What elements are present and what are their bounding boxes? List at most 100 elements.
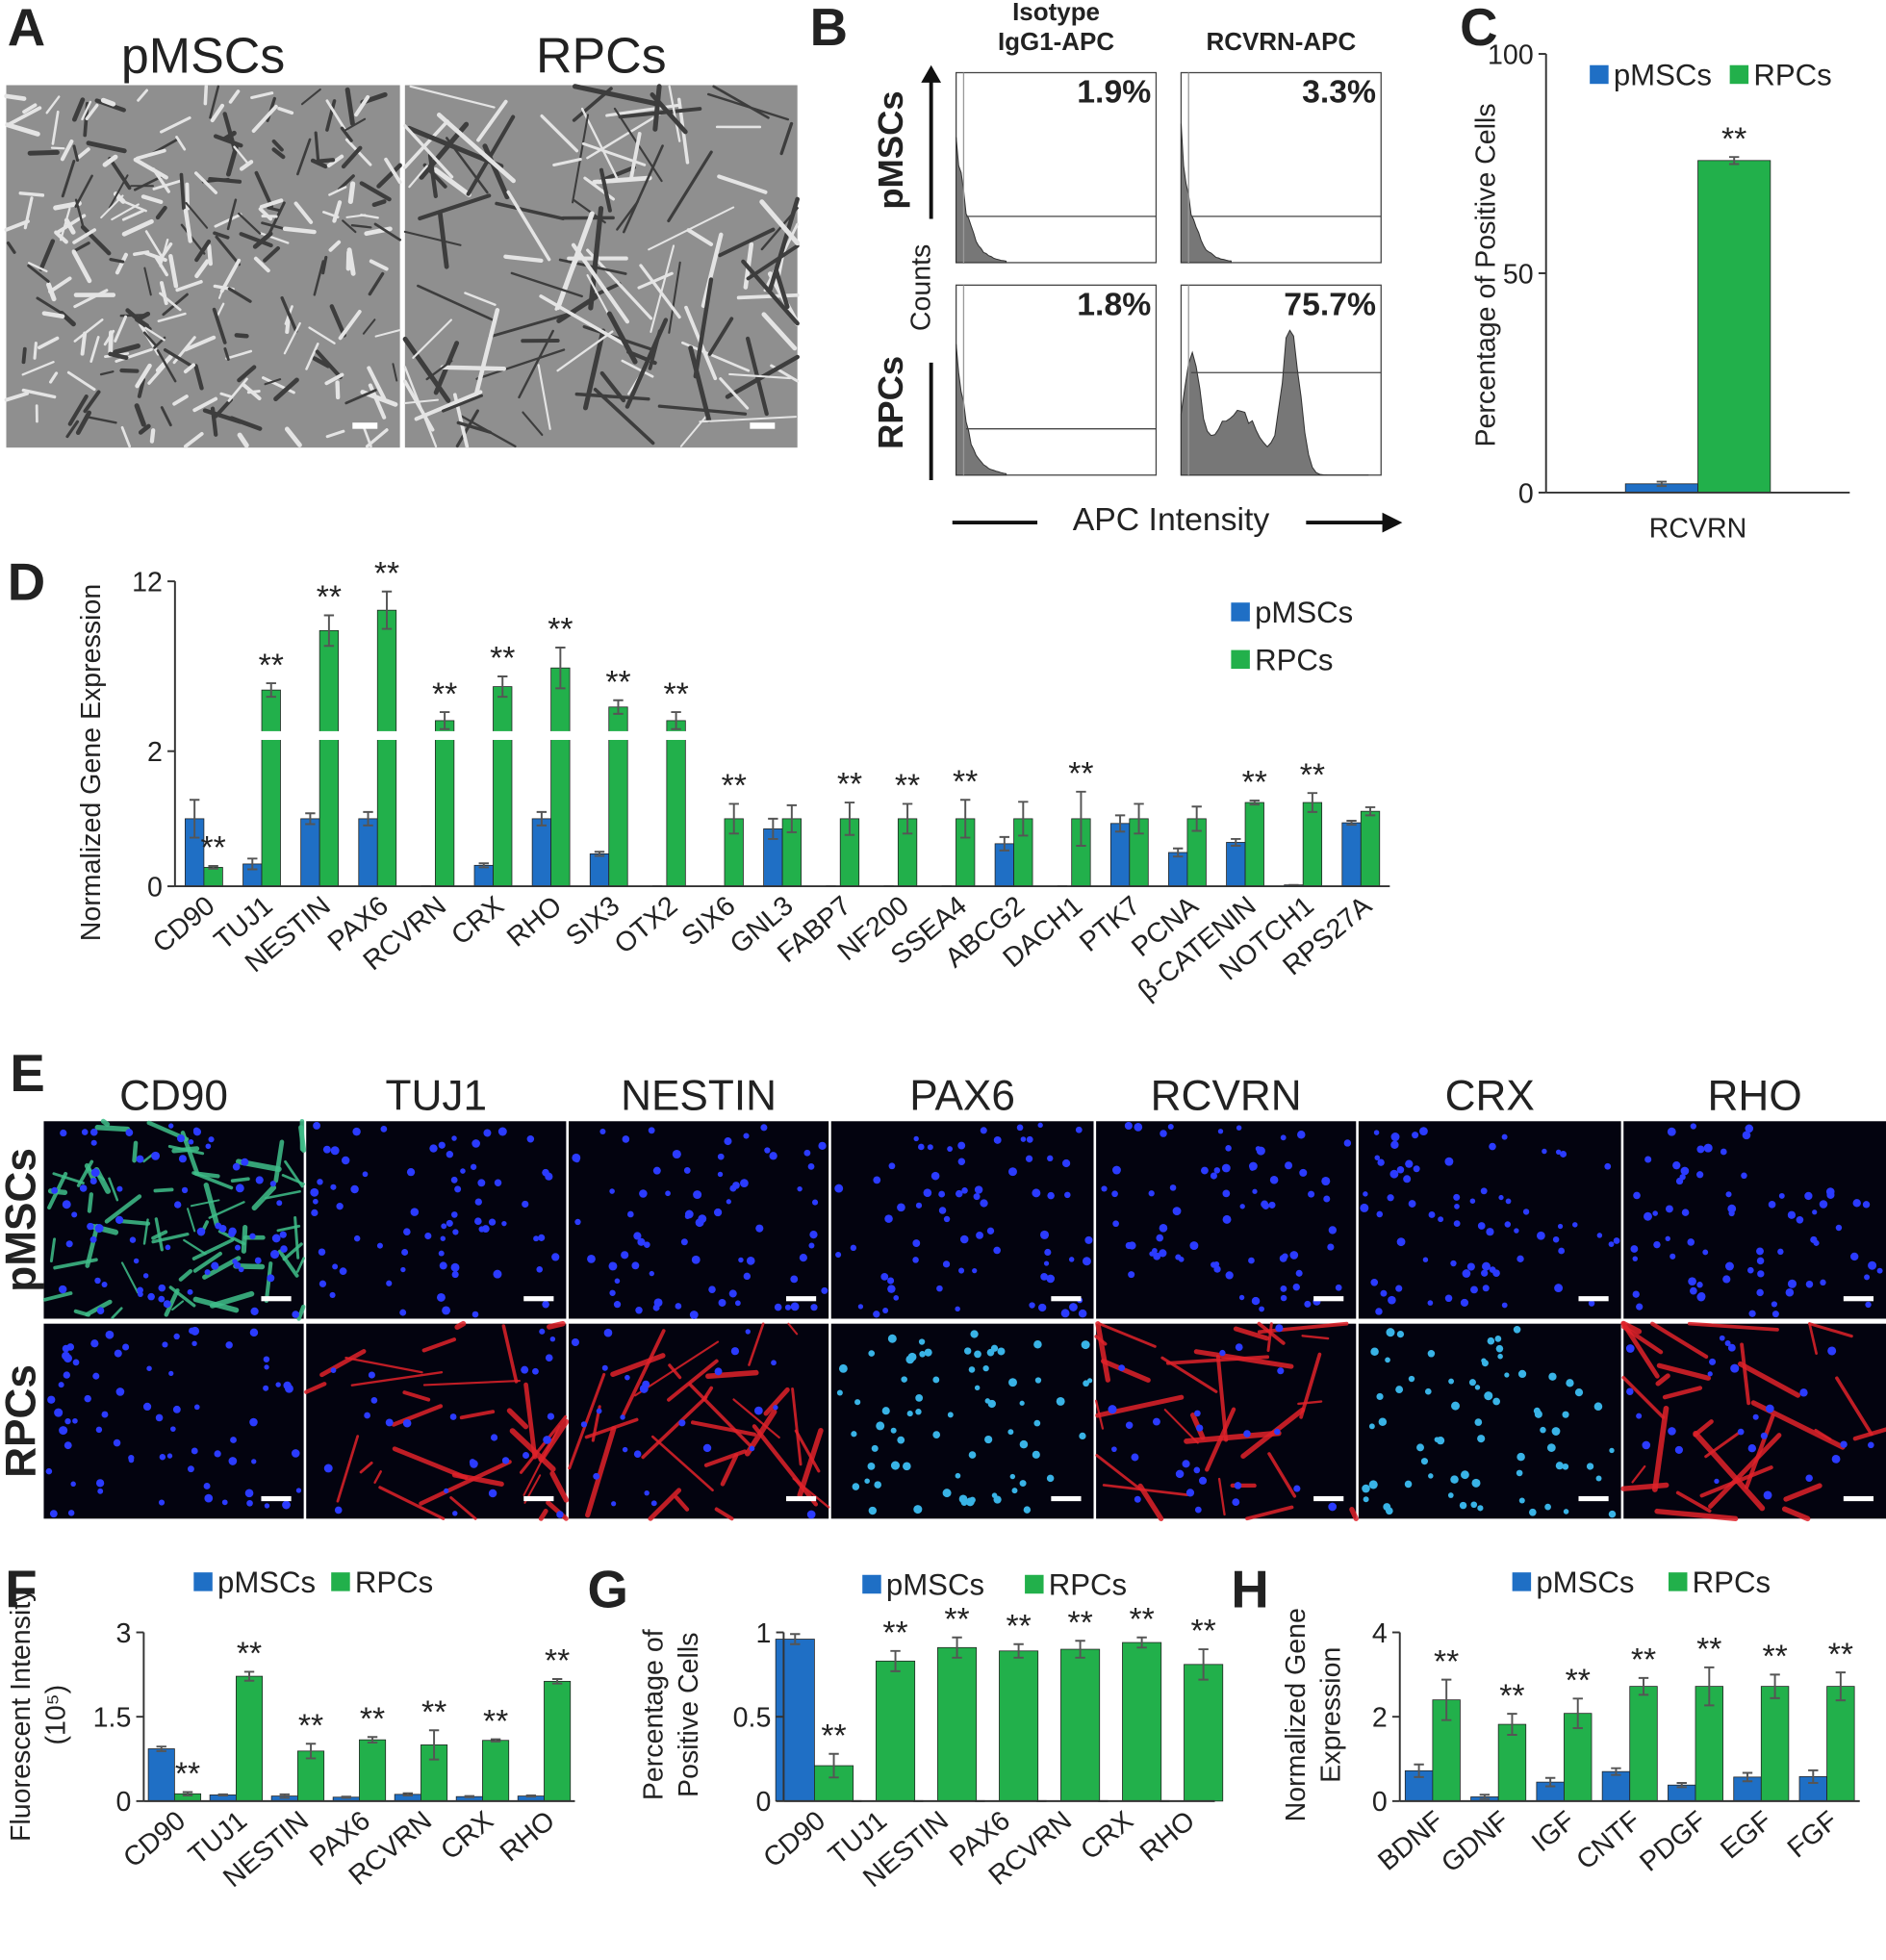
nucleus xyxy=(1234,1482,1242,1489)
nucleus xyxy=(1588,1300,1595,1307)
cell xyxy=(1652,1405,1669,1492)
cell xyxy=(41,311,65,319)
nucleus xyxy=(380,1126,388,1133)
cell xyxy=(71,249,92,284)
nucleus xyxy=(225,1341,233,1349)
legend-swatch xyxy=(1729,64,1749,85)
nucleus xyxy=(1444,1294,1453,1303)
cell xyxy=(271,139,284,152)
cell xyxy=(86,140,127,154)
nucleus xyxy=(1813,1239,1820,1246)
cell xyxy=(72,144,80,162)
cell xyxy=(1662,1386,1703,1400)
nucleus xyxy=(1438,1216,1444,1223)
nucleus xyxy=(332,1263,339,1270)
nucleus xyxy=(1082,1257,1091,1266)
nucleus xyxy=(295,1488,302,1493)
bar xyxy=(434,720,455,887)
nucleus xyxy=(874,1481,881,1489)
cell xyxy=(36,296,65,317)
cell xyxy=(100,1118,111,1127)
nucleus xyxy=(1295,1269,1303,1277)
nucleus xyxy=(1297,1131,1306,1139)
nucleus xyxy=(92,1372,100,1380)
cell xyxy=(251,104,278,133)
nucleus xyxy=(1555,1462,1564,1470)
cell xyxy=(217,1230,246,1246)
legend-swatch xyxy=(1231,649,1250,670)
nucleus xyxy=(1674,1445,1683,1455)
nucleus xyxy=(1453,1193,1461,1201)
cell xyxy=(134,403,146,427)
nucleus xyxy=(1558,1247,1566,1255)
nucleus xyxy=(1771,1301,1777,1308)
nucleus xyxy=(1292,1283,1300,1291)
nucleus xyxy=(1436,1436,1445,1445)
nucleus xyxy=(1159,1224,1168,1233)
cell xyxy=(637,271,674,290)
nucleus xyxy=(501,1457,510,1464)
nucleus xyxy=(1492,1397,1501,1406)
cell xyxy=(519,1414,568,1474)
nucleus xyxy=(678,1419,686,1427)
percentage: 1.9% xyxy=(1077,74,1151,111)
nucleus xyxy=(790,1302,800,1311)
cell xyxy=(746,243,800,281)
nucleus xyxy=(1760,1432,1768,1439)
cell xyxy=(230,1177,250,1183)
nucleus xyxy=(526,1135,535,1143)
cell xyxy=(482,143,510,200)
cell xyxy=(703,1449,748,1467)
x-tick-label: FGF xyxy=(1782,1805,1844,1864)
cell xyxy=(459,1410,496,1420)
nucleus xyxy=(1720,1148,1727,1156)
bar xyxy=(1109,823,1131,887)
cell xyxy=(296,1304,306,1321)
cell xyxy=(472,308,500,399)
x-tick-label: RHO xyxy=(1134,1805,1201,1868)
nucleus xyxy=(1787,1279,1797,1288)
cell xyxy=(193,171,218,194)
cell xyxy=(1621,1375,1666,1419)
cell xyxy=(65,420,80,439)
nucleus xyxy=(809,1230,818,1239)
nucleus xyxy=(254,1257,262,1264)
nucleus xyxy=(1395,1285,1403,1292)
cell xyxy=(693,277,714,379)
nucleus xyxy=(317,1179,323,1185)
nucleus xyxy=(1613,1237,1620,1244)
nucleus xyxy=(734,1300,741,1307)
nucleus xyxy=(1238,1294,1245,1301)
cell xyxy=(506,190,551,262)
nucleus xyxy=(1453,1220,1461,1228)
nucleus xyxy=(1196,1424,1204,1432)
error-bar xyxy=(1346,820,1357,827)
nucleus xyxy=(1644,1156,1652,1163)
y-axis-label: Percentage of xyxy=(638,1629,669,1800)
nucleus xyxy=(1026,1135,1033,1143)
nucleus xyxy=(1548,1372,1557,1381)
nucleus xyxy=(474,1198,482,1206)
nucleus xyxy=(897,1436,905,1444)
error-bar xyxy=(1414,1763,1424,1778)
cell xyxy=(1184,1430,1282,1444)
nucleus xyxy=(364,1412,370,1419)
bar xyxy=(937,1646,978,1802)
nucleus xyxy=(60,1129,67,1137)
y-tick-label: 0.5 xyxy=(733,1703,772,1734)
nucleus xyxy=(319,1280,327,1287)
cell xyxy=(403,119,449,169)
nucleus xyxy=(601,1364,608,1371)
significance-label: ** xyxy=(953,763,978,800)
nucleus xyxy=(596,1408,602,1414)
histogram-frame xyxy=(955,71,1158,264)
cell xyxy=(701,1386,714,1402)
error-bar xyxy=(1440,1678,1452,1721)
cell xyxy=(85,1223,100,1268)
nucleus xyxy=(275,1382,281,1387)
cell xyxy=(314,131,320,165)
nucleus xyxy=(680,1238,688,1246)
nucleus xyxy=(803,1149,811,1157)
cell xyxy=(212,307,227,344)
nucleus xyxy=(218,1224,227,1233)
